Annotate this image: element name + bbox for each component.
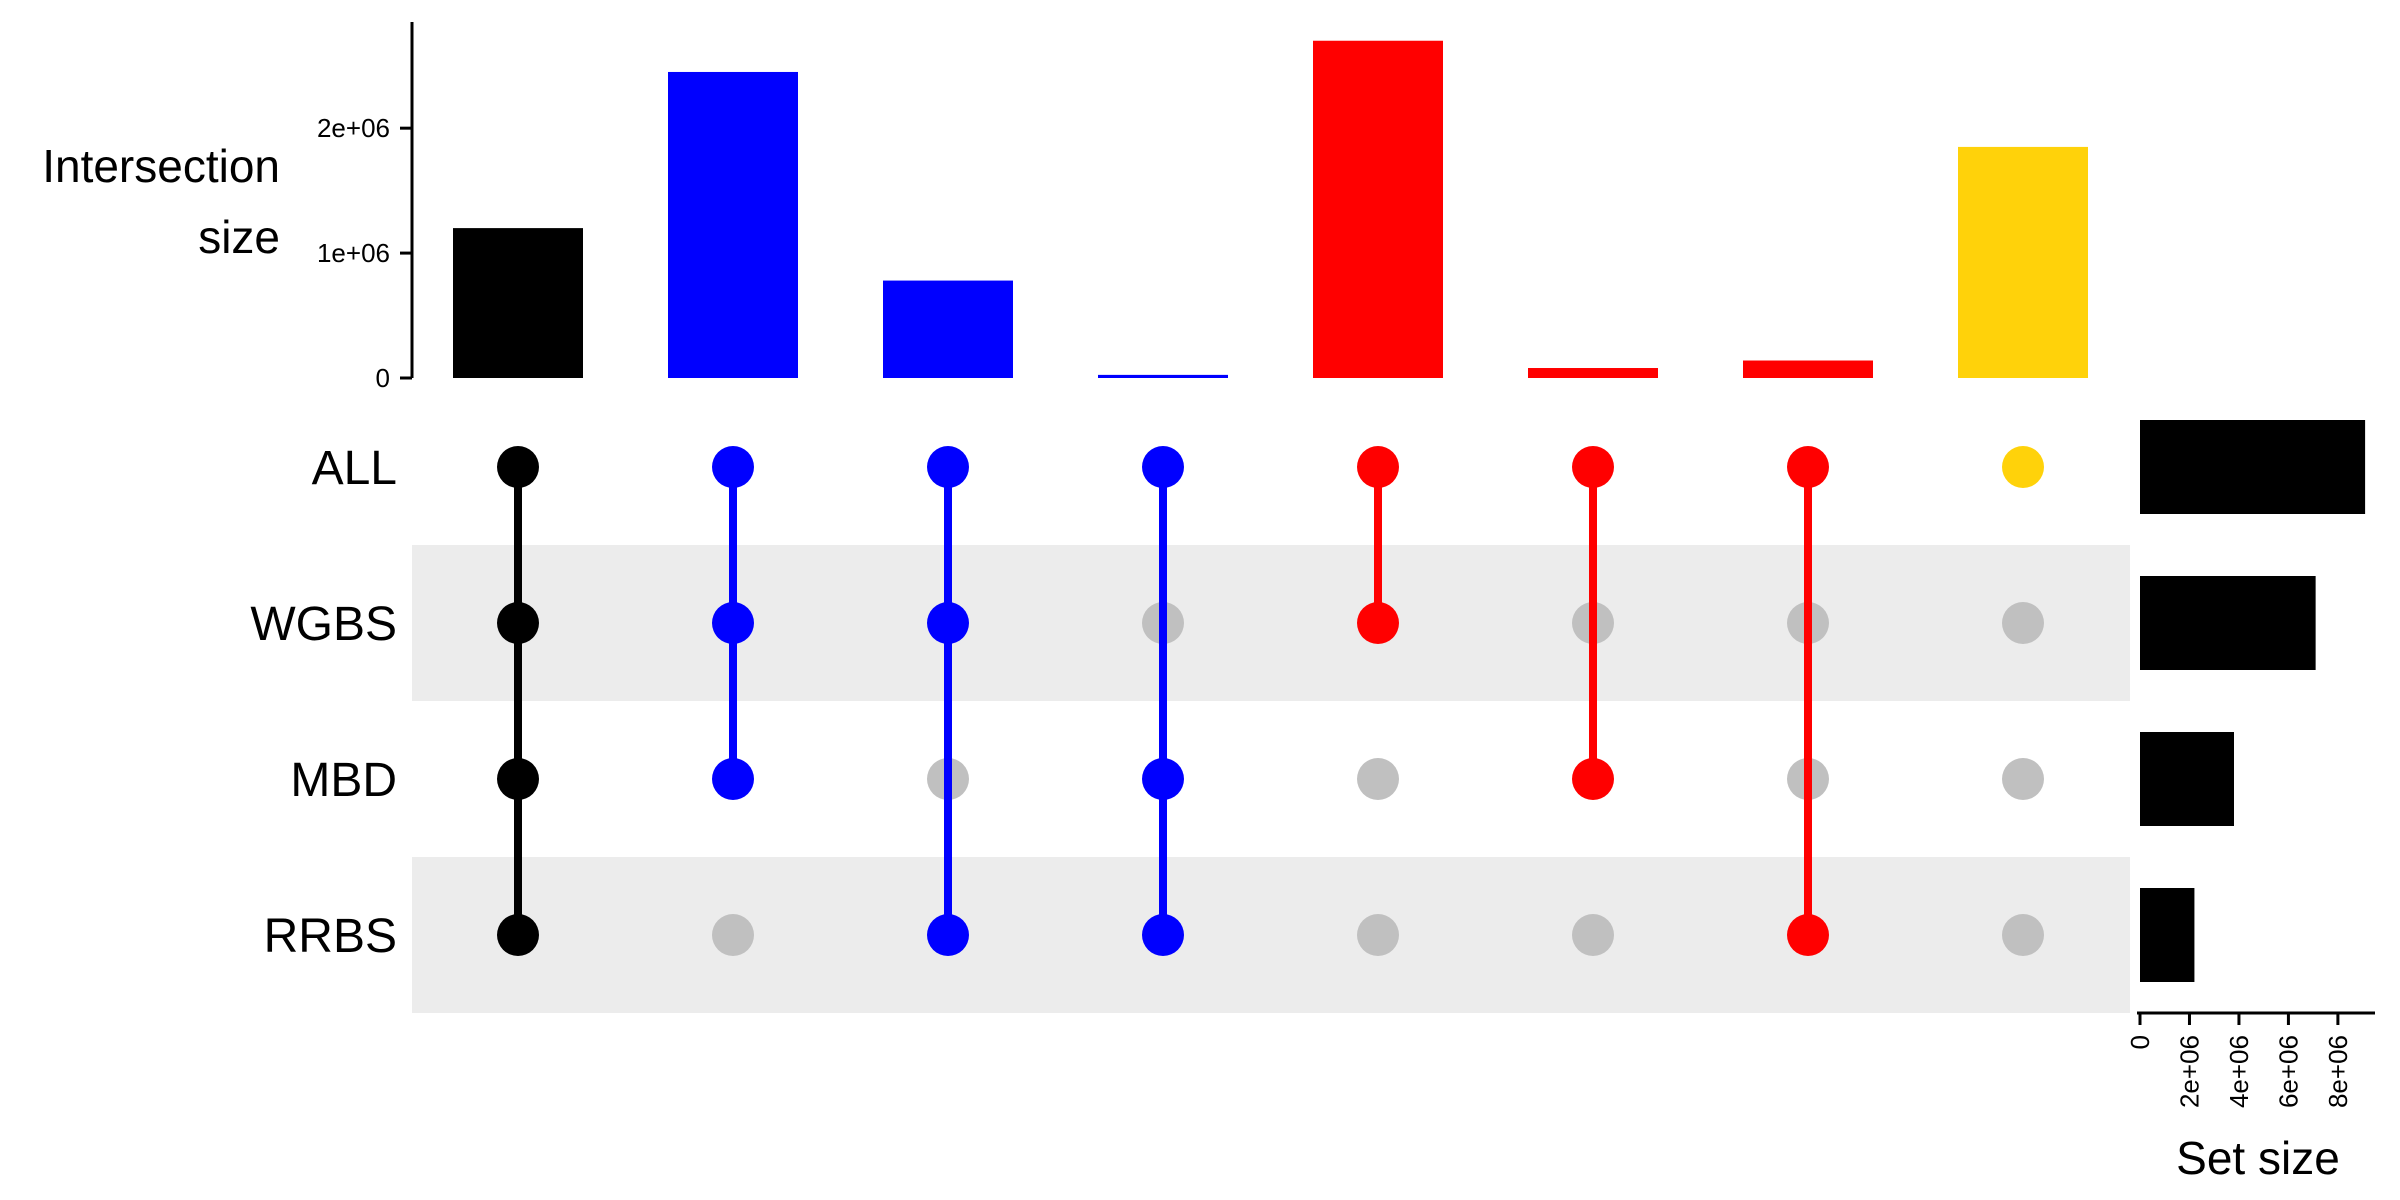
matrix-dot-inactive	[712, 914, 754, 956]
matrix-dot-active	[1142, 758, 1184, 800]
set-labels: ALL WGBS MBD RRBS	[250, 442, 397, 963]
set-size-axis-tick-label: 6e+06	[2273, 1035, 2303, 1108]
matrix-dot-active	[712, 758, 754, 800]
matrix-dot-active	[927, 914, 969, 956]
matrix-dot-active	[1787, 446, 1829, 488]
intersection-bar	[1098, 374, 1228, 378]
intersection-bar	[1528, 368, 1658, 378]
matrix-dot-active	[1572, 446, 1614, 488]
matrix-dot-inactive	[1572, 914, 1614, 956]
intersection-bar	[668, 71, 798, 379]
matrix-dot-active	[1142, 914, 1184, 956]
intersection-axis-title-line2: size	[198, 211, 280, 263]
intersection-bar	[453, 228, 583, 378]
matrix-dot-active	[712, 602, 754, 644]
intersection-axis-tick-label: 0	[376, 363, 390, 393]
matrix-dot-inactive	[2002, 914, 2044, 956]
set-size-axis: Set size 0 2e+06 4e+06 6e+06 8e+06	[2125, 1011, 2375, 1184]
set-size-axis-tick-label: 2e+06	[2174, 1035, 2204, 1108]
matrix-dot-active	[927, 446, 969, 488]
matrix-dot-inactive	[2002, 602, 2044, 644]
set-label: ALL	[312, 442, 397, 495]
set-size-bar	[2140, 420, 2366, 514]
matrix-dot-active	[1357, 602, 1399, 644]
matrix-dot-active	[712, 446, 754, 488]
matrix-dot-active	[497, 602, 539, 644]
set-size-bars	[2140, 420, 2366, 982]
matrix-dot-active	[497, 758, 539, 800]
intersection-bar	[1313, 40, 1443, 378]
matrix-dot-active	[1572, 758, 1614, 800]
set-size-axis-title: Set size	[2176, 1132, 2340, 1184]
matrix-dot-inactive	[1357, 758, 1399, 800]
set-size-axis-tick-label: 8e+06	[2323, 1035, 2353, 1108]
set-size-axis-tick-label: 0	[2125, 1035, 2155, 1049]
intersection-bars	[453, 40, 2088, 379]
matrix-dot-active	[1787, 914, 1829, 956]
set-size-bar	[2140, 732, 2234, 826]
intersection-matrix	[497, 446, 2044, 956]
intersection-axis-tick-label: 1e+06	[317, 238, 390, 268]
matrix-dot-active	[497, 446, 539, 488]
matrix-dot-active	[1357, 446, 1399, 488]
matrix-dot-inactive	[1357, 914, 1399, 956]
set-size-axis-tick-label: 4e+06	[2224, 1035, 2254, 1108]
set-label: RRBS	[264, 910, 397, 963]
intersection-size-axis: Intersection size 0 1e+06 2e+06	[42, 22, 414, 393]
intersection-bar	[883, 280, 1013, 378]
matrix-dot-active	[2002, 446, 2044, 488]
matrix-dot-active	[927, 602, 969, 644]
matrix-row-stripes	[412, 545, 2130, 1013]
matrix-row-stripe	[412, 857, 2130, 1013]
set-size-bar	[2140, 576, 2316, 670]
intersection-axis-title-line1: Intersection	[42, 140, 280, 192]
matrix-row-stripe	[412, 545, 2130, 701]
intersection-bar	[1958, 146, 2088, 378]
matrix-dot-active	[1142, 446, 1184, 488]
set-label: WGBS	[250, 598, 397, 651]
intersection-bar	[1743, 360, 1873, 378]
matrix-dot-active	[497, 914, 539, 956]
intersection-axis-tick-label: 2e+06	[317, 113, 390, 143]
set-label: MBD	[290, 754, 397, 807]
matrix-dot-inactive	[2002, 758, 2044, 800]
set-size-bar	[2140, 888, 2195, 982]
